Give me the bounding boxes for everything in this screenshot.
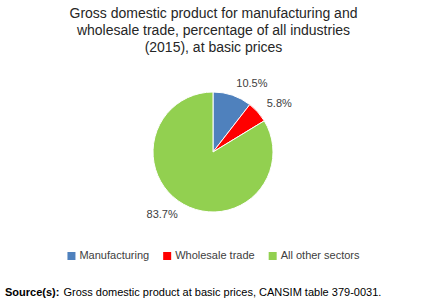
data-label: 5.8% [267, 97, 292, 109]
legend-item: All other sectors [269, 249, 360, 261]
legend-swatch [269, 252, 277, 260]
source: Source(s): Gross domestic product at basi… [5, 286, 381, 298]
data-label: 83.7% [147, 208, 178, 220]
legend-item: Manufacturing [67, 249, 149, 261]
source-text: Gross domestic product at basic prices, … [63, 286, 381, 298]
data-label: 10.5% [236, 77, 267, 89]
legend-label: Manufacturing [79, 249, 149, 261]
legend-swatch [163, 252, 171, 260]
background [0, 0, 427, 307]
pie [153, 92, 273, 212]
pie-slice [153, 92, 273, 212]
legend: Manufacturing Wholesale trade All other se… [67, 249, 360, 261]
legend-item: Wholesale trade [163, 249, 255, 261]
legend-swatch [67, 252, 75, 260]
title: Gross domestic product for manufacturing… [70, 5, 358, 55]
source-label: Source(s): [5, 286, 59, 298]
data-labels: 10.5%5.8% 83.7% [147, 77, 292, 220]
chart-svg: Gross domestic product for manufacturing… [0, 0, 427, 307]
chart-container: Gross domestic product for manufacturing… [0, 0, 427, 307]
legend-label: Wholesale trade [175, 249, 255, 261]
legend-label: All other sectors [281, 249, 360, 261]
